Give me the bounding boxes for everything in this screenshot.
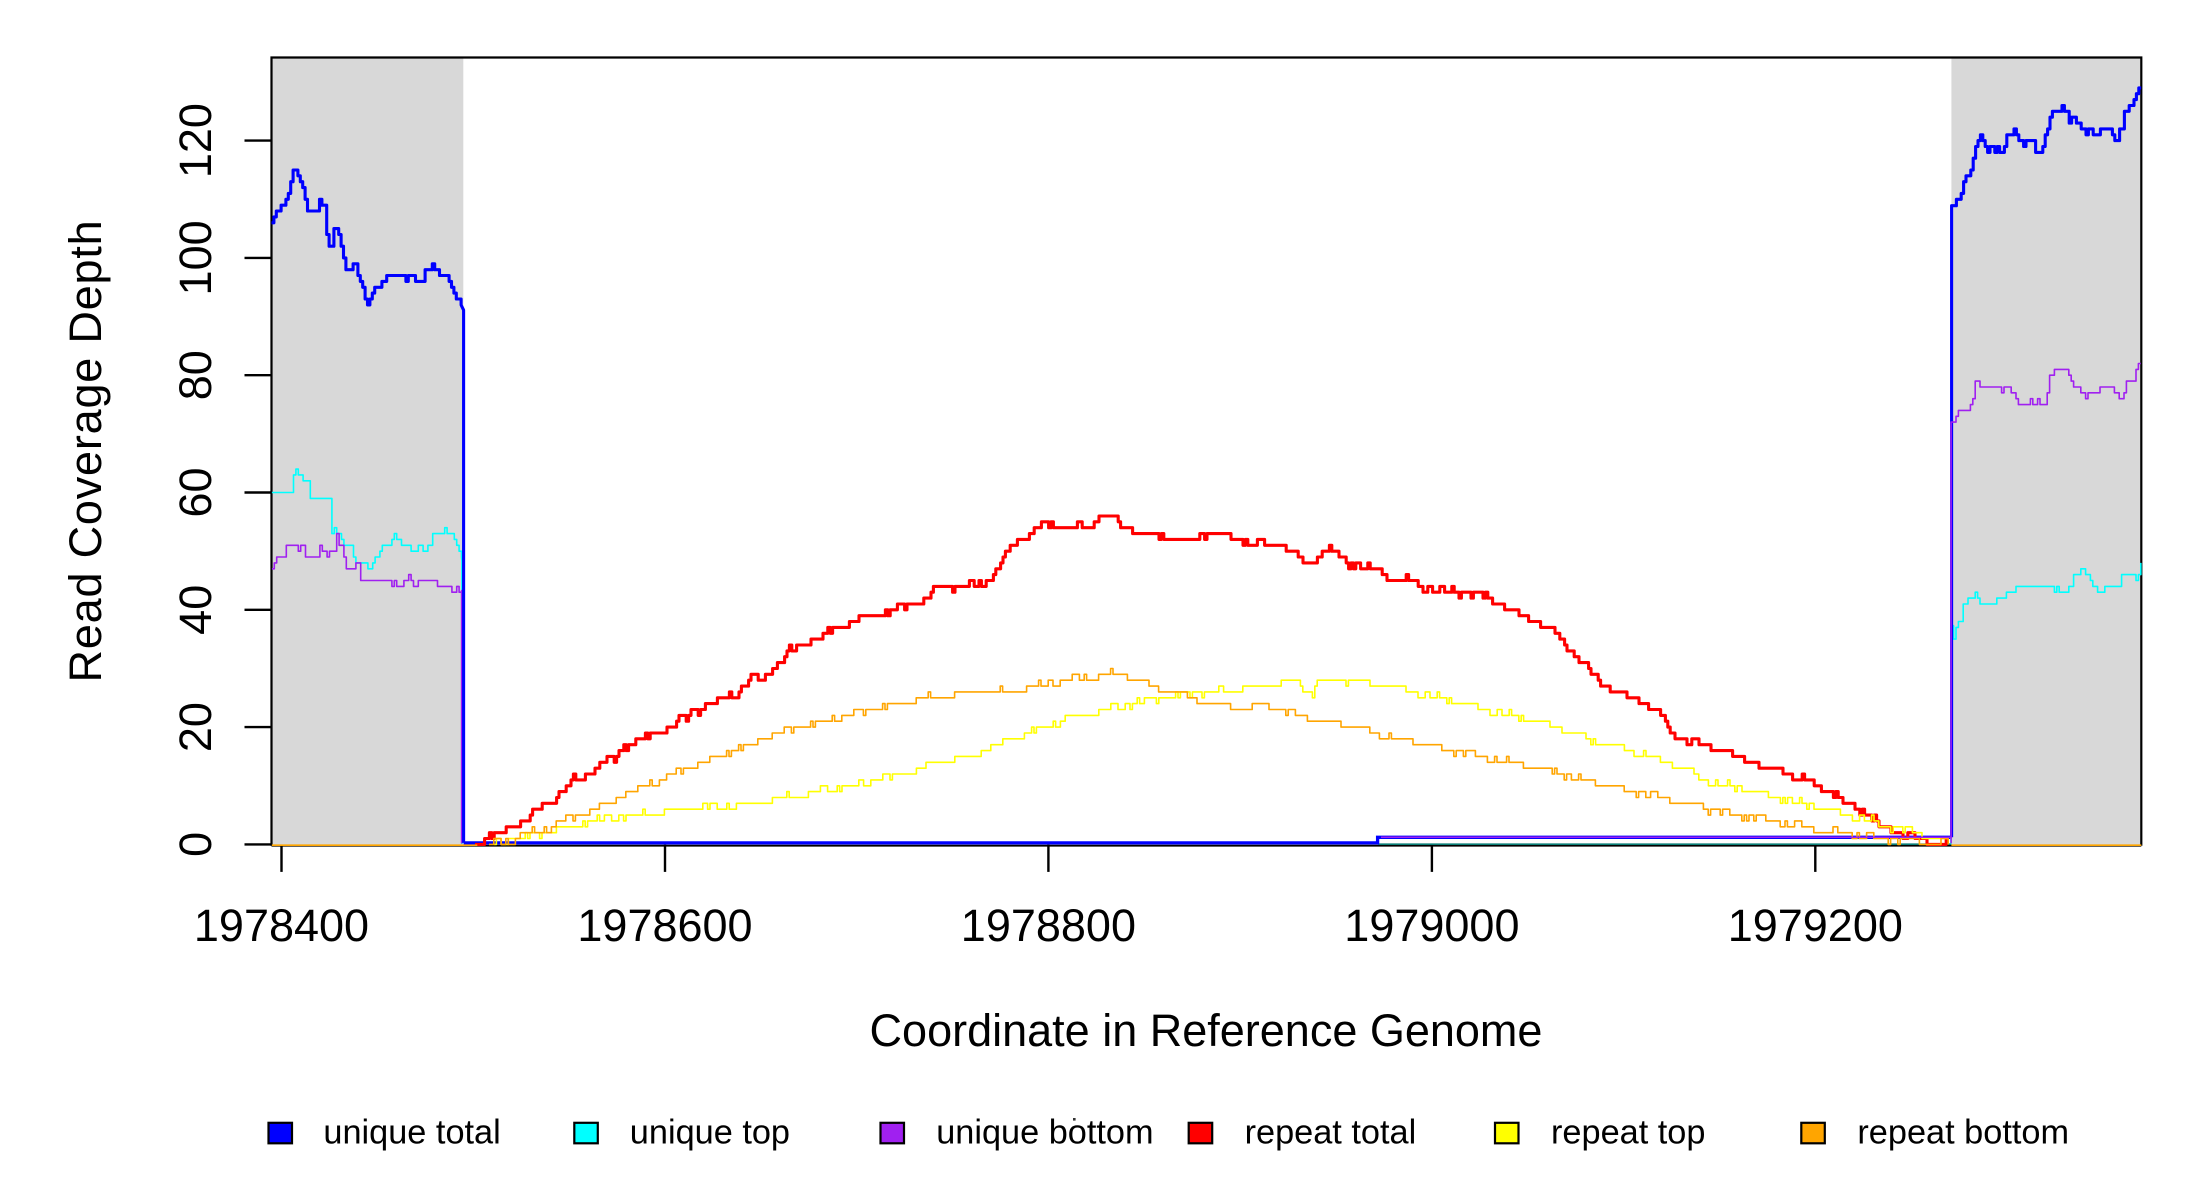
svg-text:Read Coverage Depth: Read Coverage Depth (60, 220, 111, 683)
svg-text:unique top: unique top (630, 1114, 790, 1152)
svg-text:1978800: 1978800 (961, 900, 1136, 951)
svg-text:80: 80 (170, 350, 221, 400)
svg-text:unique total: unique total (323, 1114, 500, 1152)
svg-text:repeat total: repeat total (1245, 1114, 1417, 1152)
svg-text:100: 100 (170, 220, 221, 295)
svg-text:repeat top: repeat top (1551, 1114, 1705, 1152)
svg-text:60: 60 (170, 467, 221, 517)
svg-text:1979200: 1979200 (1728, 900, 1903, 951)
svg-text:120: 120 (170, 103, 221, 178)
svg-text:20: 20 (170, 702, 221, 752)
svg-text:40: 40 (170, 585, 221, 635)
svg-text:unique bottom: unique bottom (936, 1114, 1153, 1152)
svg-text:1978600: 1978600 (577, 900, 752, 951)
svg-text:1978400: 1978400 (194, 900, 369, 951)
svg-text:Coordinate in Reference Genome: Coordinate in Reference Genome (870, 1005, 1543, 1056)
svg-text:1979000: 1979000 (1344, 900, 1519, 951)
svg-text:0: 0 (170, 832, 221, 857)
svg-text:repeat bottom: repeat bottom (1857, 1114, 2069, 1152)
